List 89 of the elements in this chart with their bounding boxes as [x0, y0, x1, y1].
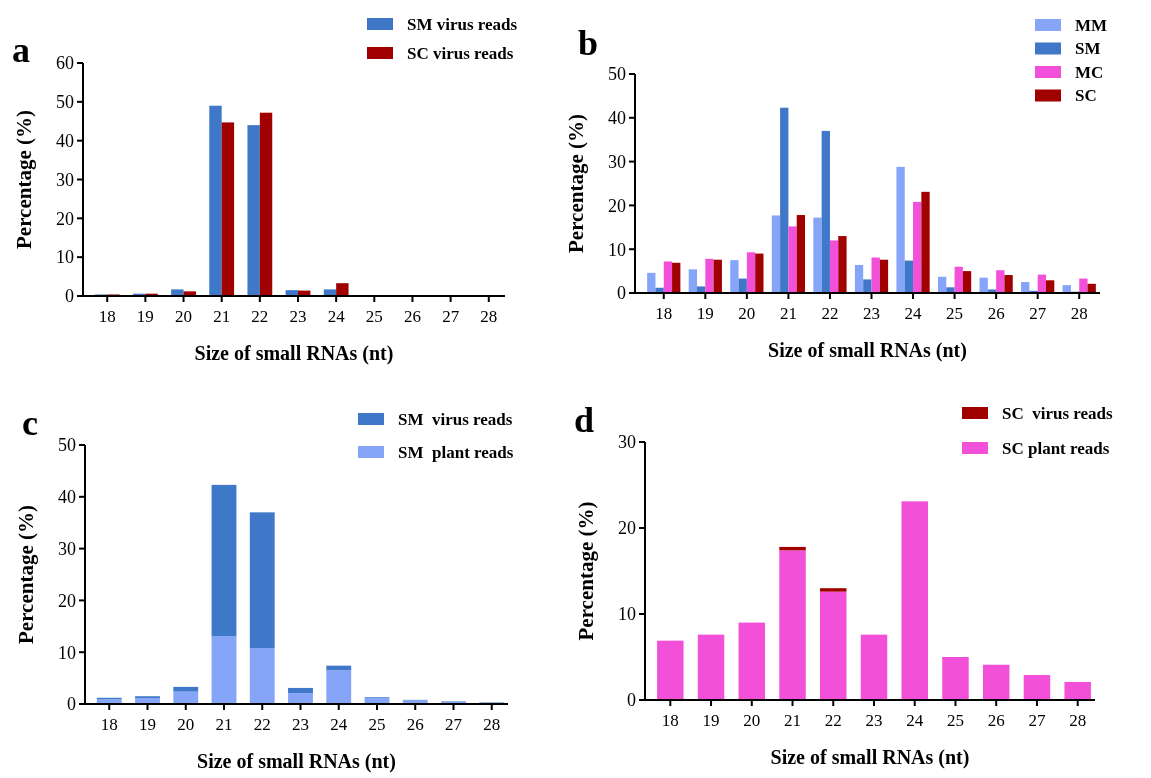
x-tick-label: 27	[1029, 304, 1047, 323]
x-tick-label: 19	[136, 307, 154, 326]
y-axis-title: Percentage (%)	[564, 114, 588, 253]
y-tick-label: 0	[627, 690, 636, 711]
x-tick-label: 25	[365, 307, 383, 326]
x-tick-label: 23	[865, 711, 883, 730]
text: a	[12, 30, 30, 70]
x-tick-label: 25	[946, 304, 964, 323]
y-tick-label: 20	[608, 195, 626, 216]
y-tick-label: 20	[56, 208, 74, 229]
legend-label: SM plant reads	[398, 442, 514, 462]
text: d	[574, 400, 595, 440]
x-tick-label: 19	[696, 304, 714, 323]
legend-label: MM	[1075, 15, 1108, 35]
x-axis-title: Size of small RNAs (nt)	[770, 746, 970, 769]
legend-label: SC virus reads	[407, 43, 514, 63]
x-tick-label: 27	[1028, 711, 1046, 730]
x-tick-label: 19	[139, 715, 156, 734]
x-tick-label: 18	[661, 711, 679, 730]
legend-label: SM virus reads	[407, 14, 518, 34]
x-tick-label: 25	[946, 711, 964, 730]
x-tick-label: 28	[480, 307, 498, 326]
y-tick-label: 20	[58, 590, 76, 611]
x-tick-label: 21	[784, 711, 802, 730]
x-axis-title: Size of small RNAs (nt)	[768, 339, 967, 362]
y-tick-label: 40	[608, 108, 626, 129]
x-tick-label: 18	[655, 304, 673, 323]
x-tick-label: 24	[904, 304, 923, 323]
y-tick-label: 30	[56, 169, 74, 190]
x-tick-label: 20	[743, 711, 761, 730]
x-tick-label: 18	[100, 715, 118, 734]
y-tick-label: 0	[67, 694, 76, 715]
x-tick-label: 21	[215, 715, 233, 734]
x-tick-label: 18	[98, 307, 116, 326]
x-tick-label: 23	[289, 307, 307, 326]
x-tick-label: 26	[406, 715, 424, 734]
y-tick-label: 30	[58, 538, 76, 559]
y-tick-label: 30	[608, 151, 626, 172]
text: b	[578, 23, 599, 63]
x-tick-label: 21	[213, 307, 231, 326]
x-tick-label: 28	[1069, 711, 1087, 730]
x-tick-label: 25	[368, 715, 386, 734]
x-tick-label: 24	[330, 715, 348, 734]
x-tick-label: 26	[987, 711, 1005, 730]
legend-label: SM virus reads	[398, 409, 513, 429]
x-tick-label: 22	[824, 711, 842, 730]
x-tick-label: 20	[175, 307, 193, 326]
x-tick-label: 22	[253, 715, 271, 734]
x-tick-label: 20	[738, 304, 756, 323]
x-tick-label: 22	[821, 304, 839, 323]
x-axis-title: Size of small RNAs (nt)	[197, 750, 396, 773]
y-axis-title: Percentage (%)	[14, 505, 38, 644]
x-tick-label: 26	[403, 307, 421, 326]
y-tick-label: 10	[58, 642, 76, 663]
y-tick-label: 60	[56, 53, 74, 74]
x-tick-label: 27	[445, 715, 463, 734]
legend-label: SC	[1075, 86, 1097, 106]
y-tick-label: 20	[618, 518, 636, 539]
y-axis-title: Percentage (%)	[12, 110, 36, 249]
y-tick-label: 50	[608, 64, 626, 85]
x-tick-label: 23	[292, 715, 309, 734]
y-tick-label: 30	[618, 432, 636, 453]
x-tick-label: 20	[177, 715, 195, 734]
x-tick-label: 23	[863, 304, 880, 323]
x-tick-label: 27	[442, 307, 460, 326]
x-tick-label: 24	[906, 711, 924, 730]
y-tick-label: 40	[56, 130, 74, 151]
y-tick-label: 10	[608, 239, 626, 260]
x-tick-label: 22	[251, 307, 269, 326]
x-tick-label: 24	[327, 307, 346, 326]
x-tick-label: 21	[779, 304, 797, 323]
x-tick-label: 28	[483, 715, 501, 734]
y-axis-title: Percentage (%)	[574, 501, 598, 641]
legend-label: MC	[1075, 62, 1104, 82]
legend-label: SC plant reads	[1002, 438, 1110, 458]
y-tick-label: 50	[56, 92, 74, 113]
y-tick-label: 10	[56, 247, 74, 268]
y-tick-label: 0	[65, 286, 74, 307]
x-tick-label: 19	[702, 711, 720, 730]
legend-label: SC virus reads	[1002, 403, 1114, 423]
x-axis-title: Size of small RNAs (nt)	[194, 342, 394, 365]
text: c	[22, 403, 38, 443]
x-tick-label: 26	[987, 304, 1005, 323]
y-tick-label: 40	[58, 487, 76, 508]
y-tick-label: 50	[58, 435, 76, 456]
y-tick-label: 0	[617, 283, 626, 304]
legend-label: SM	[1075, 39, 1101, 59]
y-tick-label: 10	[618, 604, 636, 625]
x-tick-label: 28	[1070, 304, 1088, 323]
